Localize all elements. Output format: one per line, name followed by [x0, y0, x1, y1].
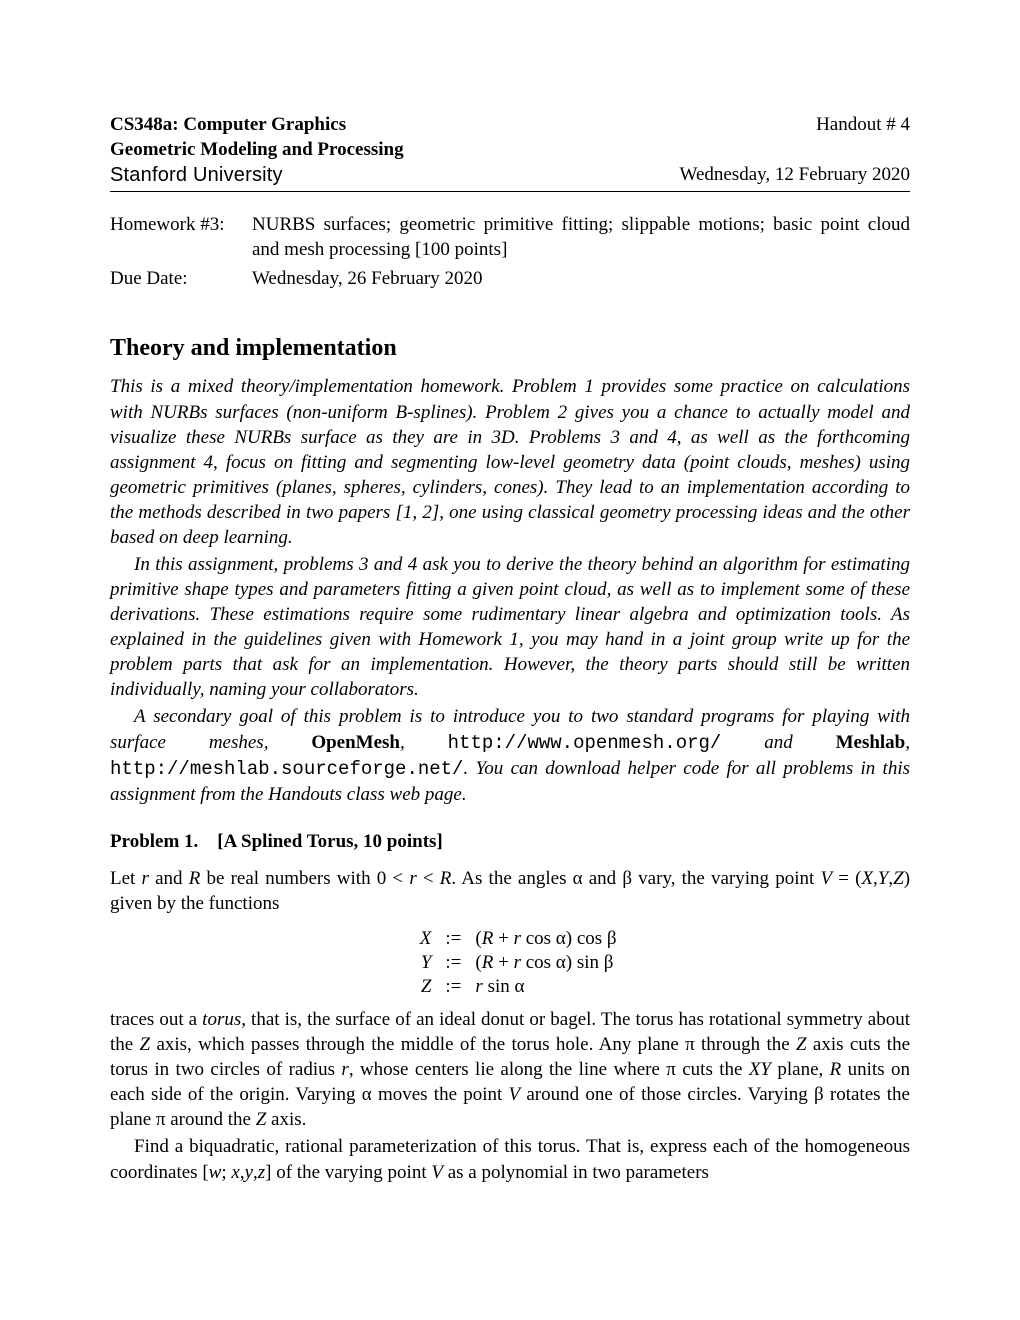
p1-t5: . As the angles α and β vary, the varyin…: [451, 868, 820, 889]
var-X: X: [861, 868, 873, 889]
problem-1-para-2: traces out a torus, that is, the surface…: [110, 1007, 910, 1132]
equation-block: X := (R + r cos α) cos β Y := (R + r cos…: [110, 926, 910, 999]
sep-1: ;: [221, 1162, 231, 1183]
meshlab-name: Meshlab: [836, 732, 906, 753]
problem-1-para-3: Find a biquadratic, rational parameteriz…: [110, 1134, 910, 1184]
header-row-1: CS348a: Computer Graphics Handout # 4: [110, 112, 910, 137]
eq-lhs-3: Z: [403, 974, 431, 999]
course-code: CS348a: Computer Graphics: [110, 112, 346, 137]
eq-row-2: Y := (R + r cos α) sin β: [403, 950, 616, 974]
eq-assign-1: :=: [431, 926, 475, 951]
due-date-content: Wednesday, 26 February 2020: [252, 266, 910, 291]
var-R: R: [189, 868, 201, 889]
var-r-3: r: [341, 1059, 348, 1080]
p1-t3: be real numbers with 0 <: [200, 868, 409, 889]
var-r: r: [142, 868, 149, 889]
p2-t3: axis, which passes through the middle of…: [150, 1034, 796, 1055]
comma-2: ,: [905, 732, 910, 753]
course-subtitle: Geometric Modeling and Processing: [110, 137, 910, 162]
page: CS348a: Computer Graphics Handout # 4 Ge…: [0, 0, 1020, 1320]
openmesh-name: OpenMesh: [311, 732, 400, 753]
homework-label: Homework #3:: [110, 212, 252, 262]
openmesh-url: http://www.openmesh.org/: [448, 732, 722, 754]
var-Z-2: Z: [140, 1034, 151, 1055]
var-r-2: r: [409, 868, 416, 889]
comma-1: ,: [400, 732, 448, 753]
var-Y: Y: [878, 868, 889, 889]
eq-row-3: Z := r sin α: [403, 974, 616, 998]
due-date-label: Due Date:: [110, 266, 252, 291]
meshlab-url: http://meshlab.sourceforge.net/: [110, 758, 463, 780]
intro-para-1: This is a mixed theory/implementation ho…: [110, 374, 910, 550]
p2-t5: , whose centers lie along the line where…: [349, 1059, 749, 1080]
var-Z-4: Z: [256, 1109, 267, 1130]
eq-rhs-3: r sin α: [475, 974, 524, 999]
eq-lhs-1: X: [403, 926, 431, 951]
section-heading: Theory and implementation: [110, 333, 910, 365]
handout-date: Wednesday, 12 February 2020: [680, 162, 910, 188]
var-Z: Z: [893, 868, 904, 889]
var-V: V: [820, 868, 832, 889]
var-Z-3: Z: [796, 1034, 807, 1055]
eq-assign-3: :=: [431, 974, 475, 999]
eq-rhs-2: (R + r cos α) sin β: [475, 950, 613, 975]
var-w: w: [209, 1162, 222, 1183]
and-text: and: [721, 732, 835, 753]
p1-t1: Let: [110, 868, 142, 889]
p3-t2: ] of the varying point: [265, 1162, 431, 1183]
var-V-3: V: [431, 1162, 443, 1183]
p2-t6: plane,: [771, 1059, 830, 1080]
eq-assign-2: :=: [431, 950, 475, 975]
intro-para-2: In this assignment, problems 3 and 4 ask…: [110, 552, 910, 702]
p2-t1: traces out a: [110, 1009, 202, 1030]
problem-1-para-1: Let r and R be real numbers with 0 < r <…: [110, 866, 910, 916]
due-date-row: Due Date: Wednesday, 26 February 2020: [110, 266, 910, 291]
var-R-3: R: [830, 1059, 842, 1080]
problem-1-title: Problem 1. [A Splined Torus, 10 points]: [110, 829, 910, 854]
torus-word: torus: [202, 1009, 241, 1030]
intro-para-3: A secondary goal of this problem is to i…: [110, 704, 910, 806]
var-y: y: [245, 1162, 253, 1183]
homework-row: Homework #3: NURBS surfaces; geometric p…: [110, 212, 910, 262]
eq-rhs-1: (R + r cos α) cos β: [475, 926, 616, 951]
var-V-2: V: [509, 1084, 521, 1105]
header-underline-row: Stanford University Wednesday, 12 Februa…: [110, 162, 910, 191]
homework-content: NURBS surfaces; geometric primitive fitt…: [252, 212, 910, 262]
p2-t9: axis.: [266, 1109, 306, 1130]
var-XY: XY: [749, 1059, 771, 1080]
p1-eq: = (: [832, 868, 861, 889]
handout-number: Handout # 4: [816, 112, 910, 137]
p3-t3: as a polynomial in two parameters: [443, 1162, 709, 1183]
equation-table: X := (R + r cos α) cos β Y := (R + r cos…: [403, 926, 616, 998]
p1-t4: <: [417, 868, 440, 889]
var-x: x: [231, 1162, 239, 1183]
p1-t2: and: [149, 868, 189, 889]
eq-row-1: X := (R + r cos α) cos β: [403, 926, 616, 950]
var-R-2: R: [440, 868, 452, 889]
institution: Stanford University: [110, 162, 283, 188]
eq-lhs-2: Y: [403, 950, 431, 975]
